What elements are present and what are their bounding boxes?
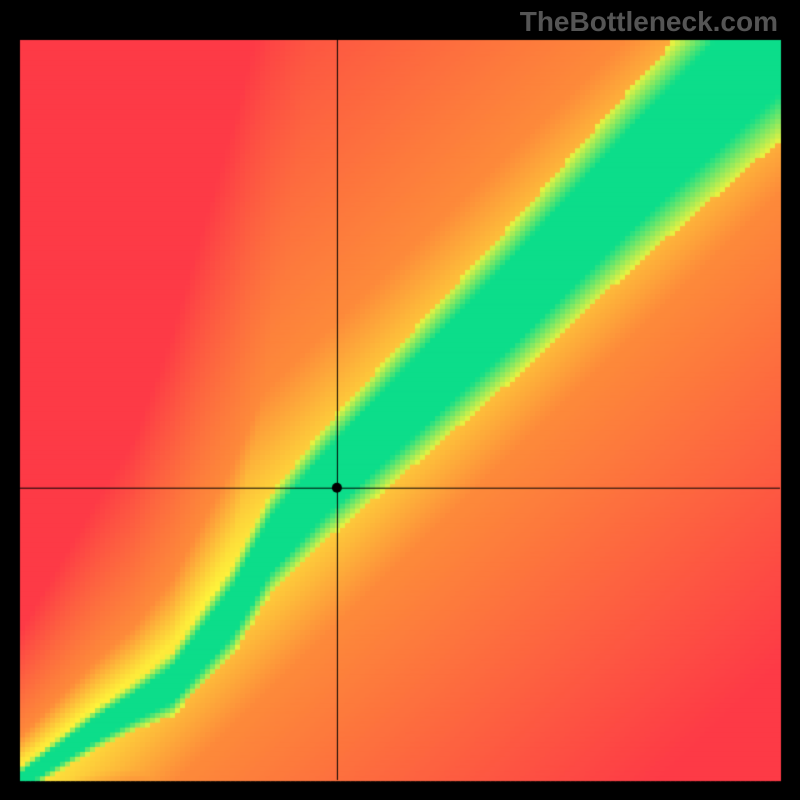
bottleneck-heatmap-canvas bbox=[0, 0, 800, 800]
chart-container: TheBottleneck.com bbox=[0, 0, 800, 800]
watermark-text: TheBottleneck.com bbox=[520, 6, 778, 38]
